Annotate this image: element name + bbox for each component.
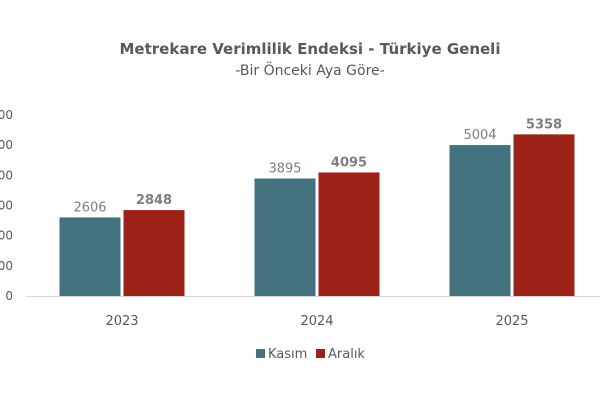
bar xyxy=(59,217,121,296)
data-label: 3895 xyxy=(268,162,301,177)
legend-swatch xyxy=(256,349,265,358)
x-axis: 2023 2024 2025 xyxy=(26,296,600,329)
y-tick-label: 000 xyxy=(0,138,13,152)
data-label: 5358 xyxy=(526,117,562,132)
bar xyxy=(449,145,511,296)
y-tick-label: 000 xyxy=(0,108,13,122)
legend: Kasım Aralık xyxy=(256,347,365,362)
y-axis: 0000000000000000000 xyxy=(0,108,13,303)
legend-label: Aralık xyxy=(328,347,365,362)
data-label: 2606 xyxy=(73,200,106,215)
bar xyxy=(318,172,380,296)
y-tick-label: 000 xyxy=(0,199,13,213)
y-tick-label: 000 xyxy=(0,259,13,273)
y-tick-label: 000 xyxy=(0,168,13,182)
x-tick-label: 2024 xyxy=(300,314,333,329)
data-label: 5004 xyxy=(463,128,496,143)
legend-label: Kasım xyxy=(268,347,307,362)
data-label: 4095 xyxy=(331,155,367,170)
chart-subtitle: -Bir Önceki Aya Göre- xyxy=(235,61,384,79)
y-tick-label: 000 xyxy=(0,229,13,243)
plot-area: 2606 2848 3895 4095 5004 5358 xyxy=(59,117,575,296)
legend-swatch xyxy=(316,349,325,358)
bar xyxy=(513,134,575,296)
bar xyxy=(254,178,316,296)
x-tick-label: 2023 xyxy=(105,314,138,329)
x-tick-label: 2025 xyxy=(495,314,528,329)
y-tick-label: 0 xyxy=(5,289,13,303)
chart-title: Metrekare Verimlilik Endeksi - Türkiye G… xyxy=(120,40,501,58)
data-label: 2848 xyxy=(136,193,172,208)
bar xyxy=(123,210,185,296)
